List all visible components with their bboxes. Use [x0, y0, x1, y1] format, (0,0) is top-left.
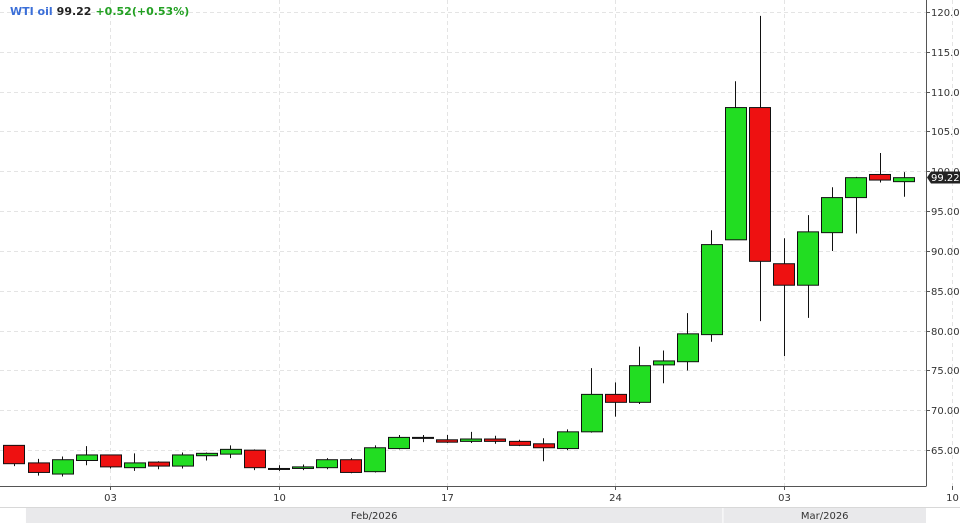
candle-up[interactable] — [220, 448, 242, 455]
month-label: Feb/2026 — [351, 511, 398, 522]
candle-down[interactable] — [100, 454, 122, 468]
x-tick-label: 17 — [441, 493, 454, 504]
candle-up[interactable] — [292, 466, 314, 469]
candle-up[interactable] — [460, 438, 482, 442]
current-price-tag — [927, 171, 960, 184]
month-band — [723, 508, 926, 523]
y-tick-label: 70.00 — [931, 406, 960, 417]
month-band — [25, 508, 723, 523]
x-tick-label: 10 — [273, 493, 286, 504]
y-tick-label: 110.00 — [931, 88, 960, 99]
candle-down[interactable] — [148, 461, 170, 467]
candle-down[interactable] — [28, 462, 50, 473]
candle-down[interactable] — [509, 440, 531, 446]
x-tick-label: 24 — [609, 493, 622, 504]
y-tick-label: 95.00 — [931, 207, 960, 218]
candle-up[interactable] — [412, 436, 434, 439]
candle-up[interactable] — [581, 393, 603, 433]
candle-up[interactable] — [557, 431, 579, 450]
candle-down[interactable] — [605, 393, 627, 403]
month-label: Mar/2026 — [801, 511, 849, 522]
candle-up[interactable] — [76, 454, 98, 462]
candle-down[interactable] — [244, 449, 266, 469]
candle-down[interactable] — [533, 443, 555, 449]
candle-down[interactable] — [869, 173, 891, 181]
y-tick-label: 90.00 — [931, 247, 960, 258]
candle-up[interactable] — [893, 177, 915, 183]
candle-up[interactable] — [124, 462, 146, 469]
legend-symbol: WTI oil — [10, 5, 53, 18]
candle-up[interactable] — [845, 177, 867, 199]
candle-up[interactable] — [172, 454, 194, 467]
current-price-label: 99.22 — [931, 173, 960, 184]
candle-up[interactable] — [821, 197, 843, 234]
chart-legend: WTI oil 99.22 +0.52(+0.53%) — [10, 5, 189, 18]
plot-area[interactable] — [0, 0, 926, 486]
legend-last-price: 99.22 — [56, 5, 92, 18]
candle-down[interactable] — [436, 439, 458, 443]
candle-up[interactable] — [725, 107, 747, 241]
x-tick-label: 10 — [946, 493, 959, 504]
candle-up[interactable] — [52, 459, 74, 475]
candle-down[interactable] — [268, 467, 290, 470]
candle-up[interactable] — [629, 365, 651, 403]
candle-down[interactable] — [340, 459, 362, 473]
candle-down[interactable] — [484, 438, 506, 442]
y-tick-label: 115.00 — [931, 48, 960, 59]
candle-up[interactable] — [196, 452, 218, 457]
legend-change: +0.52(+0.53%) — [95, 5, 190, 18]
candle-up[interactable] — [316, 459, 338, 469]
candle-up[interactable] — [701, 244, 723, 336]
candle-up[interactable] — [797, 231, 819, 286]
x-tick-label: 03 — [104, 493, 117, 504]
candle-down[interactable] — [773, 263, 795, 286]
y-tick-label: 80.00 — [931, 327, 960, 338]
y-tick-label: 65.00 — [931, 446, 960, 457]
candle-up[interactable] — [388, 436, 410, 450]
month-bar-divider — [0, 507, 960, 508]
x-tick-label: 03 — [778, 493, 791, 504]
candle-down[interactable] — [749, 107, 771, 262]
y-tick-label: 75.00 — [931, 366, 960, 377]
candle-up[interactable] — [677, 333, 699, 363]
candle-up[interactable] — [364, 447, 386, 473]
y-tick-label: 120.00 — [931, 8, 960, 19]
y-tick-label: 85.00 — [931, 287, 960, 298]
y-tick-label: 105.00 — [931, 127, 960, 138]
candle-up[interactable] — [653, 360, 675, 366]
candle-down[interactable] — [3, 444, 25, 465]
